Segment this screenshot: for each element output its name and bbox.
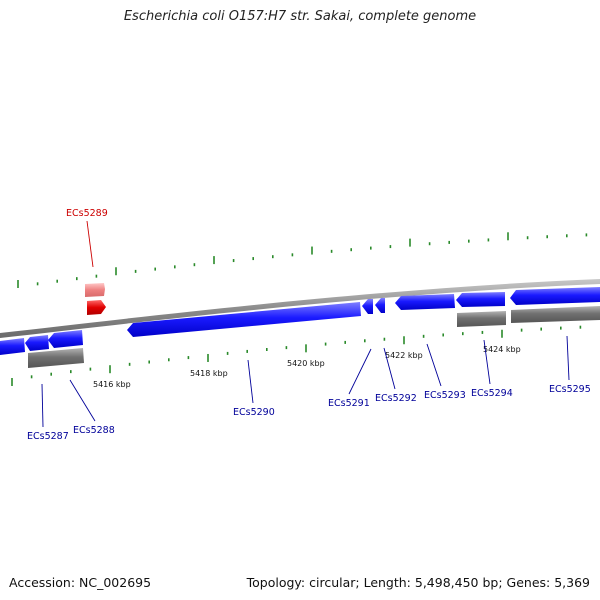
gene-ecs5291-arrow[interactable] — [362, 299, 373, 314]
gene-ecs5290-arrow[interactable] — [127, 302, 361, 337]
scale-label-5420: 5420 kbp — [287, 359, 325, 368]
scale-label-5424: 5424 kbp — [483, 345, 521, 354]
gene-ecs5289-arrow[interactable] — [87, 300, 106, 315]
map-title: Escherichia coli O157:H7 str. Sakai, com… — [123, 9, 477, 24]
gene-leader-lines — [41, 335, 570, 428]
chromosome-backbone — [0, 279, 600, 338]
gene-ecs5287-arrow[interactable] — [0, 338, 25, 355]
scale-label-5422: 5422 kbp — [385, 351, 423, 360]
genome-summary-text: Topology: circular; Length: 5,498,450 bp… — [246, 575, 590, 590]
gene-ecs5288-left-arrow[interactable] — [25, 335, 49, 351]
gene-ecs5289-leader-line — [86, 220, 94, 268]
rna-feature-3[interactable] — [511, 306, 600, 323]
scale-label-5418: 5418 kbp — [190, 369, 228, 378]
gene-label-ecs5292[interactable]: ECs5292 — [375, 393, 417, 404]
gene-ecs5295-arrow[interactable] — [510, 287, 600, 305]
gene-label-ecs5294[interactable]: ECs5294 — [471, 388, 513, 399]
gene-label-ecs5289[interactable]: ECs5289 — [66, 208, 108, 219]
rna-feature-1[interactable] — [28, 348, 84, 368]
inner-tick-row — [11, 325, 582, 386]
gene-label-ecs5293[interactable]: ECs5293 — [424, 390, 466, 401]
gene-label-ecs5290[interactable]: ECs5290 — [233, 407, 275, 418]
rna-feature-2[interactable] — [457, 311, 506, 327]
outer-tick-row — [17, 232, 588, 288]
gene-ecs5288-right-arrow[interactable] — [48, 330, 83, 348]
scale-label-5416: 5416 kbp — [93, 380, 131, 389]
gene-ecs5292-arrow[interactable] — [375, 298, 385, 313]
gene-ecs5294-arrow[interactable] — [456, 292, 505, 307]
gene-ecs5293-arrow[interactable] — [395, 294, 455, 310]
gene-label-ecs5288[interactable]: ECs5288 — [73, 425, 115, 436]
gene-ecs5289-pseudo-feature[interactable] — [85, 283, 105, 297]
accession-text: Accession: NC_002695 — [9, 575, 152, 590]
gene-label-ecs5287[interactable]: ECs5287 — [27, 431, 69, 442]
gene-label-ecs5291[interactable]: ECs5291 — [328, 398, 370, 409]
gene-label-ecs5295[interactable]: ECs5295 — [549, 384, 591, 395]
